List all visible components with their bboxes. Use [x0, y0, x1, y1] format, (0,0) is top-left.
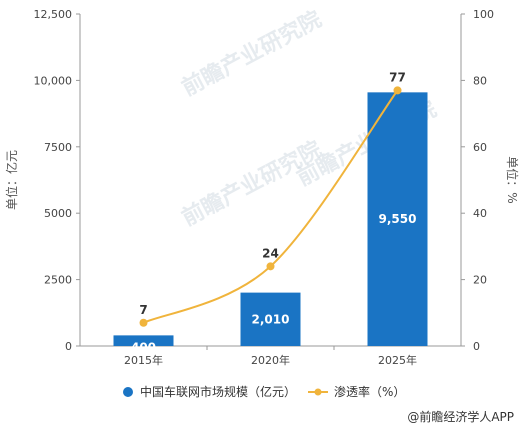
y-axis-left-title: 单位：亿元 — [4, 150, 19, 210]
y-right-tick-label: 60 — [473, 141, 487, 154]
legend: 中国车联网市场规模（亿元） 渗透率（%） — [123, 384, 405, 399]
bar-data-label: 400 — [131, 340, 156, 354]
y-right-tick-label: 100 — [473, 8, 494, 21]
y-left-tick-label: 0 — [65, 340, 72, 353]
y-right-tick-label: 40 — [473, 207, 487, 220]
y-left-tick-label: 7500 — [44, 141, 72, 154]
plot-area: 0 2500 5000 7500 10,000 12,500 0 20 40 60 80 100 201… — [4, 8, 520, 367]
y-left-tick-label: 2500 — [44, 274, 72, 287]
y-left-tick-label: 10,000 — [34, 74, 73, 87]
x-tick-label: 2015年 — [124, 353, 163, 367]
legend-line-dot — [314, 388, 322, 396]
bar — [240, 292, 301, 346]
bar-data-label: 2,010 — [252, 312, 290, 326]
y-right-tick-label: 80 — [473, 74, 487, 87]
y-left-tick-label: 5000 — [44, 207, 72, 220]
x-tick-label: 2025年 — [378, 353, 417, 367]
line-point — [266, 262, 275, 271]
y-right-tick-label: 20 — [473, 274, 487, 287]
line-data-label: 77 — [389, 70, 406, 84]
bar — [113, 335, 174, 346]
line-data-label: 7 — [139, 303, 147, 317]
y-right-tick-label: 0 — [473, 340, 480, 353]
bar-data-label: 9,550 — [379, 212, 417, 226]
y-left-tick-label: 12,500 — [34, 8, 73, 21]
line-data-label: 24 — [262, 246, 279, 260]
legend-line-label: 渗透率（%） — [334, 384, 405, 399]
legend-bar-marker — [123, 387, 133, 397]
line-point — [139, 318, 148, 327]
y-axis-right-title: 单位：% — [505, 156, 520, 203]
x-tick-label: 2020年 — [251, 353, 290, 367]
line-point — [393, 86, 402, 95]
legend-bar-label: 中国车联网市场规模（亿元） — [140, 384, 296, 399]
source-label: @前瞻经济学人APP — [407, 409, 514, 424]
bar — [367, 92, 428, 347]
watermark-0: 前瞻产业研究院 — [178, 6, 326, 101]
